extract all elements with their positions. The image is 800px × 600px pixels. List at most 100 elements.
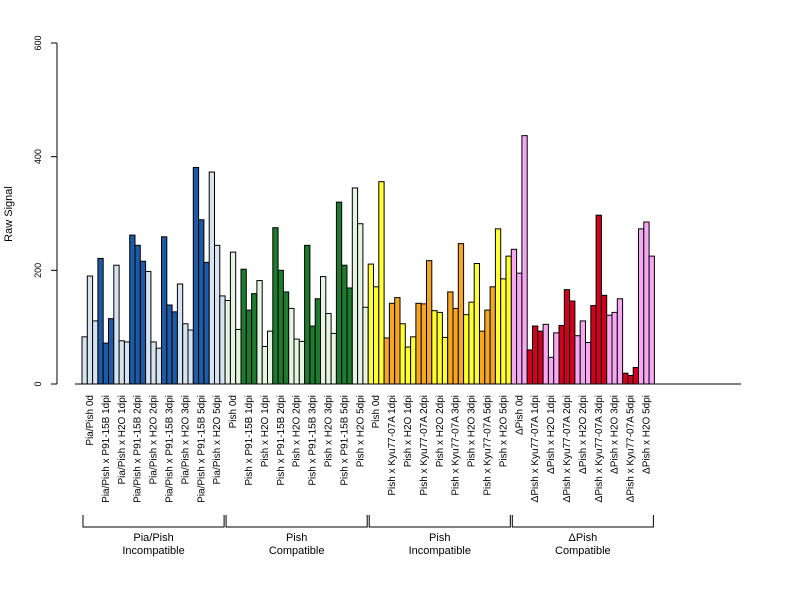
bar: [404, 346, 412, 385]
x-tick-label: ΔPish x Kyu77-07A 3dpi: [594, 395, 605, 502]
bar: [611, 311, 618, 385]
x-tick-label: ΔPish x Kyu77-07A 5dpi: [626, 395, 637, 502]
bar: [643, 221, 650, 385]
bar: [145, 270, 152, 385]
bar: [622, 372, 629, 385]
y-axis: 0 200 400 600: [33, 35, 58, 387]
bar: [452, 307, 459, 385]
group-label-line2: Incompatible: [409, 545, 471, 557]
bar: [161, 236, 168, 385]
bar: [436, 311, 443, 385]
bar: [378, 181, 385, 385]
bar: [537, 330, 544, 385]
bar: [171, 311, 178, 385]
group-label-line2: Incompatible: [122, 545, 184, 557]
bar: [325, 313, 332, 385]
bar: [606, 314, 613, 385]
x-tick-label: Pish x Kyu77-07A 3dpi: [451, 395, 462, 496]
bar: [81, 336, 88, 385]
x-tick-label: Pish x H2O 2dpi: [292, 395, 303, 467]
bar: [139, 260, 147, 385]
bar: [176, 283, 184, 385]
group-brackets: Pia/PishIncompatiblePishCompatiblePishIn…: [82, 515, 654, 557]
x-tick-label: Pish x H2O 1dpi: [403, 395, 414, 467]
bar: [229, 251, 237, 385]
bar: [314, 298, 322, 385]
bar: [335, 201, 343, 385]
bar: [383, 337, 390, 385]
bar: [288, 307, 295, 385]
bar: [293, 338, 300, 385]
x-tick-label: Pish x Kyu77-07A 5dpi: [482, 395, 493, 496]
bar: [224, 299, 231, 385]
x-tick-label: Pia/Pish 0d: [85, 395, 96, 446]
bar: [320, 276, 327, 385]
bar: [563, 289, 571, 385]
bar: [118, 340, 125, 385]
bar: [648, 255, 655, 385]
bar: [595, 214, 602, 385]
bar: [256, 280, 263, 385]
bar: [92, 320, 99, 385]
bar: [600, 294, 608, 385]
y-tick-label: 0: [33, 381, 43, 386]
x-tick-label: Pia/Pish x H2O 3dpi: [180, 395, 191, 485]
bar: [627, 374, 634, 385]
bar: [208, 171, 215, 385]
group-label-line1: Pia/Pish: [133, 532, 173, 544]
x-tick-label: Pish x H2O 5dpi: [355, 395, 366, 467]
group-bracket: [82, 515, 225, 528]
bar: [367, 263, 375, 385]
bar: [532, 325, 539, 385]
bar: [362, 306, 369, 385]
bar: [505, 255, 512, 385]
bar: [415, 302, 422, 385]
x-tick-label: Pish 0d: [228, 395, 239, 428]
bar: [426, 260, 433, 385]
x-tick-label: Pish x H2O 2dpi: [435, 395, 446, 467]
bar: [134, 244, 141, 385]
y-axis-label: Raw Signal: [3, 186, 15, 242]
bar: [245, 309, 253, 385]
bar: [542, 323, 549, 385]
bar: [616, 298, 624, 385]
bar: [558, 324, 565, 385]
bar: [489, 286, 496, 385]
bar: [521, 135, 528, 385]
group-label-line2: Compatible: [269, 545, 325, 557]
bar: [357, 223, 364, 385]
group-label-line1: Pish: [286, 532, 307, 544]
bar: [272, 227, 279, 385]
bar: [547, 356, 555, 385]
bars: [81, 135, 655, 385]
bar: [277, 269, 284, 385]
bar: [463, 314, 470, 385]
bar: [261, 345, 269, 385]
bar: [388, 302, 396, 385]
y-tick-label: 200: [33, 263, 43, 278]
bar: [203, 261, 210, 385]
bar: [479, 330, 486, 385]
x-tick-label: ΔPish x H2O 5dpi: [641, 395, 652, 474]
group-label-line1: Pish: [429, 532, 450, 544]
y-tick-label: 600: [33, 35, 43, 50]
x-tick-label: Pia/Pish x H2O 5dpi: [212, 395, 223, 485]
bar: [155, 347, 162, 385]
bar: [638, 228, 645, 385]
x-tick-labels: Pia/Pish 0d Pia/Pish x P91-15B 1dpi Pia/Pi…: [85, 395, 653, 503]
x-tick-label: Pia/Pish x H2O 1dpi: [117, 395, 128, 485]
bar: [468, 301, 475, 385]
bar: [579, 320, 587, 385]
group-label-line1: ΔPish: [568, 532, 597, 544]
bar: [282, 291, 290, 385]
bar: [346, 287, 353, 385]
x-tick-label: Pia/Pish x P91-15B 2dpi: [133, 395, 144, 503]
bar: [235, 328, 242, 385]
x-tick-label: Pish x H2O 3dpi: [323, 395, 334, 467]
bar: [500, 278, 507, 385]
x-tick-label: Pish x H2O 3dpi: [467, 395, 478, 467]
bar: [553, 332, 560, 385]
group-bracket: [511, 515, 654, 528]
bar: [341, 264, 348, 385]
